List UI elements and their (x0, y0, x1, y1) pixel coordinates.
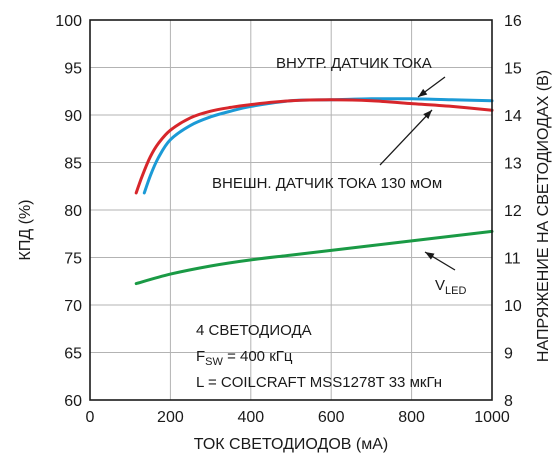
y-left-tick-label: 100 (55, 13, 82, 30)
y-left-tick-label: 60 (64, 393, 82, 410)
info-line-3: L = COILCRAFT MSS1278T 33 мкГн (196, 374, 442, 391)
internal-sensor-label: ВНУТР. ДАТЧИК ТОКА (276, 55, 432, 72)
plot-frame (89, 19, 493, 401)
y-left-tick-label: 80 (64, 203, 82, 220)
series-layer (134, 97, 494, 286)
y-left-axis-title: КПД (%) (17, 200, 34, 261)
x-tick-label: 800 (398, 409, 425, 426)
y-right-tick-label: 11 (504, 251, 521, 268)
y-right-tick-label: 13 (504, 156, 522, 173)
y-left-tick-label: 70 (64, 298, 82, 315)
y-left-tick-label: 90 (64, 108, 82, 125)
y-right-tick-label: 9 (504, 346, 513, 363)
y-right-tick-label: 8 (504, 393, 513, 410)
y-left-tick-label: 85 (64, 156, 82, 173)
y-left-tick-label: 65 (64, 346, 82, 363)
info-line-1: 4 СВЕТОДИОДА (196, 322, 312, 339)
y-right-tick-label: 12 (504, 203, 522, 220)
x-tick-label: 400 (237, 409, 264, 426)
x-tick-label: 0 (86, 409, 95, 426)
annotation-arrows (379, 76, 456, 271)
external-arrow (379, 109, 433, 166)
vled-arrow-head (425, 252, 435, 260)
x-tick-label: 600 (318, 409, 345, 426)
y-left-tick-label: 95 (64, 61, 82, 78)
y-right-tick-label: 15 (504, 61, 522, 78)
external-sensor-label: ВНЕШН. ДАТЧИК ТОКА 130 мОм (212, 175, 442, 192)
tick-labels: 0 200 400 600 800 1000 60 65 70 75 80 85 90 95 100 8 9 10… (55, 13, 522, 426)
y-left-tick-label: 75 (64, 251, 82, 268)
internal-arrow-head (418, 88, 428, 97)
y-right-tick-label: 10 (504, 298, 522, 315)
info-line-2: FSW = 400 кГц (196, 348, 293, 368)
y-right-tick-label: 16 (504, 13, 522, 30)
external-arrow-head (423, 110, 432, 119)
x-tick-label: 1000 (474, 409, 510, 426)
series-line-internal (134, 98, 494, 195)
x-axis-title: ТОК СВЕТОДИОДОВ (мА) (194, 436, 388, 453)
y-right-tick-label: 14 (504, 108, 522, 125)
x-tick-label: 200 (157, 409, 184, 426)
vled-label: VLED (435, 277, 466, 297)
y-right-axis-title: НАПРЯЖЕНИЕ НА СВЕТОДИОДАХ (В) (535, 70, 552, 362)
series-line-external (142, 97, 494, 195)
series-line-vled (134, 229, 494, 286)
